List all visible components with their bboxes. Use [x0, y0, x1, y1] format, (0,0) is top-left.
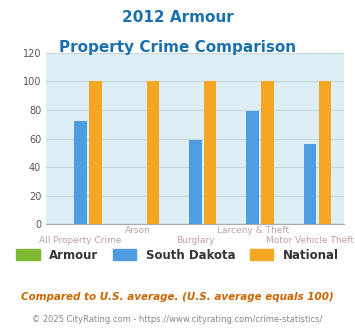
Text: Motor Vehicle Theft: Motor Vehicle Theft	[266, 236, 354, 245]
Bar	[189, 140, 202, 224]
Text: Burglary: Burglary	[176, 236, 214, 245]
Bar	[261, 82, 274, 224]
Legend: Armour, South Dakota, National: Armour, South Dakota, National	[12, 244, 343, 266]
Bar	[204, 82, 217, 224]
Bar	[318, 82, 331, 224]
Bar	[246, 112, 259, 224]
Text: Compared to U.S. average. (U.S. average equals 100): Compared to U.S. average. (U.S. average …	[21, 292, 334, 302]
Text: Property Crime Comparison: Property Crime Comparison	[59, 40, 296, 54]
Bar	[147, 82, 159, 224]
Text: 2012 Armour: 2012 Armour	[122, 10, 233, 25]
Bar	[304, 144, 316, 224]
Text: © 2025 CityRating.com - https://www.cityrating.com/crime-statistics/: © 2025 CityRating.com - https://www.city…	[32, 315, 323, 324]
Text: Larceny & Theft: Larceny & Theft	[217, 226, 289, 235]
Bar	[74, 121, 87, 224]
Text: Arson: Arson	[125, 226, 151, 235]
Text: All Property Crime: All Property Crime	[39, 236, 122, 245]
Bar	[89, 82, 102, 224]
